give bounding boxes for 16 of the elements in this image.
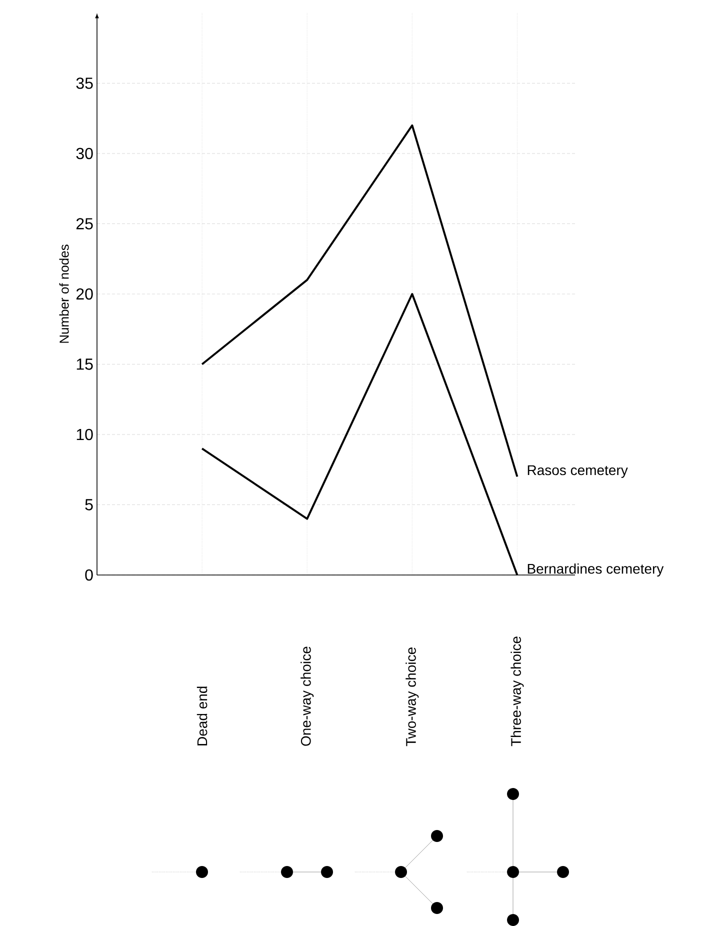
y-tick-label: 5: [85, 499, 93, 510]
y-tick-label: 15: [76, 358, 93, 370]
x-tick-label: One-way choice: [300, 646, 314, 746]
x-tick-label: Dead end: [196, 686, 208, 746]
series-label: Bernardines cemetery: [528, 563, 664, 577]
y-tick-label: 10: [76, 428, 93, 440]
x-tick-label: Two-way choice: [406, 648, 419, 746]
y-tick-label: 0: [85, 569, 93, 581]
y-tick-label: 20: [76, 288, 93, 300]
y-axis-title: Number of nodes: [59, 244, 69, 343]
x-tick-label: Three-way choice: [510, 636, 524, 746]
y-tick-label: 30: [76, 148, 93, 160]
y-tick-label: 35: [76, 78, 93, 89]
y-tick-label: 25: [76, 218, 93, 230]
series-label: Rasos cemetery: [528, 465, 628, 478]
line-series: [201, 124, 518, 478]
